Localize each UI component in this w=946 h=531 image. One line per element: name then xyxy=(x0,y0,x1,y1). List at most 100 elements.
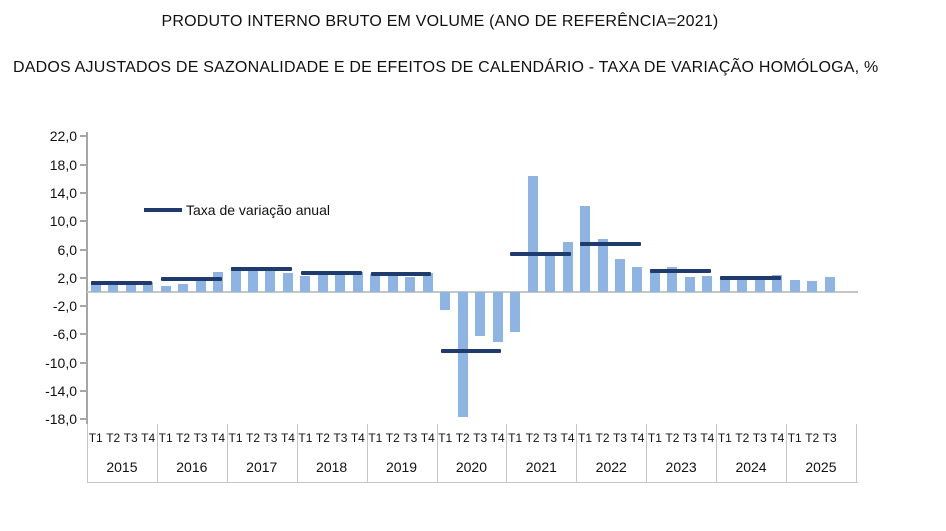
legend-label: Taxa de variação anual xyxy=(186,202,330,218)
year-divider xyxy=(716,424,718,482)
quarter-label-2020-T3: T3 xyxy=(473,431,488,445)
quarter-label-2018-T1: T1 xyxy=(298,431,313,445)
quarter-label-2022-T1: T1 xyxy=(578,431,593,445)
year-label-2022: 2022 xyxy=(595,459,627,475)
quarter-label-2017-T2: T2 xyxy=(245,431,260,445)
bar-2018-T1 xyxy=(300,275,311,292)
legend: Taxa de variação anual xyxy=(144,202,330,218)
quarter-label-2022-T4: T4 xyxy=(630,431,645,445)
chart-title: PRODUTO INTERNO BRUTO EM VOLUME (ANO DE … xyxy=(161,13,719,30)
year-divider xyxy=(786,424,787,482)
y-axis-tick xyxy=(80,248,87,251)
year-divider xyxy=(296,424,298,482)
y-axis-tick-label: -6,0 xyxy=(52,326,77,343)
quarter-label-2019-T3: T3 xyxy=(403,431,418,445)
year-divider xyxy=(506,424,508,482)
bar-2015-T4 xyxy=(143,282,154,292)
year-divider xyxy=(156,424,158,482)
bar-2022-T3 xyxy=(614,258,625,292)
quarter-label-2015-T3: T3 xyxy=(123,431,138,445)
chart-subtitle: DADOS AJUSTADOS DE SAZONALIDADE E DE EFE… xyxy=(13,59,879,76)
quarter-label-2021-T1: T1 xyxy=(508,431,523,445)
y-axis-tick-label: 22,0 xyxy=(49,128,77,145)
annual-line-2018 xyxy=(300,270,362,275)
y-axis-tick-label: 10,0 xyxy=(49,213,77,230)
x-label-bottom-line xyxy=(87,482,858,483)
quarter-label-2024-T3: T3 xyxy=(752,431,767,445)
bar-2024-T3 xyxy=(754,278,765,292)
bar-2017-T3 xyxy=(265,267,276,292)
y-axis-tick xyxy=(80,418,87,421)
quarter-label-2016-T4: T4 xyxy=(211,431,226,445)
quarter-label-2024-T2: T2 xyxy=(735,431,750,445)
bar-2025-T3 xyxy=(824,277,835,292)
bar-2024-T4 xyxy=(772,275,783,292)
year-label-2019: 2019 xyxy=(385,459,418,475)
y-axis-tick xyxy=(80,191,87,194)
legend-line-swatch xyxy=(144,208,182,212)
quarter-label-2025-T2: T2 xyxy=(805,431,820,445)
year-label-2017: 2017 xyxy=(246,459,278,475)
year-divider xyxy=(646,424,648,482)
annual-line-2021 xyxy=(510,251,572,256)
annual-line-2023 xyxy=(650,269,712,274)
y-axis-tick xyxy=(80,135,87,138)
bar-2024-T1 xyxy=(719,279,730,292)
y-axis-tick-label: 2,0 xyxy=(57,269,77,286)
quarter-label-2015-T1: T1 xyxy=(88,431,103,445)
bar-2022-T1 xyxy=(580,205,591,292)
bar-2015-T1 xyxy=(90,281,101,292)
bar-2018-T4 xyxy=(352,272,363,292)
y-axis-tick-label: -18,0 xyxy=(45,411,77,428)
year-label-2025: 2025 xyxy=(805,459,837,475)
year-divider xyxy=(366,424,368,482)
y-axis-tick xyxy=(80,390,87,393)
quarter-label-2021-T4: T4 xyxy=(560,431,575,445)
bar-2025-T2 xyxy=(807,280,818,292)
quarter-label-2017-T3: T3 xyxy=(263,431,278,445)
y-axis-tick-label: -2,0 xyxy=(52,298,77,315)
quarter-label-2022-T3: T3 xyxy=(612,431,627,445)
annual-line-2022 xyxy=(580,241,642,246)
year-label-2024: 2024 xyxy=(735,459,767,475)
year-label-2018: 2018 xyxy=(316,459,348,475)
bar-2017-T4 xyxy=(282,272,293,292)
year-divider xyxy=(576,424,578,482)
bar-2017-T1 xyxy=(230,267,241,292)
bar-2021-T3 xyxy=(545,253,556,292)
quarter-label-2020-T2: T2 xyxy=(455,431,470,445)
year-divider xyxy=(87,424,88,482)
bar-2019-T2 xyxy=(387,272,398,292)
quarter-label-2019-T4: T4 xyxy=(420,431,435,445)
y-axis-tick xyxy=(80,333,87,336)
annual-line-2019 xyxy=(370,271,432,276)
y-axis-tick xyxy=(80,361,87,364)
quarter-label-2023-T2: T2 xyxy=(665,431,680,445)
zero-line xyxy=(87,291,858,293)
quarter-label-2020-T1: T1 xyxy=(438,431,453,445)
year-label-2023: 2023 xyxy=(665,459,697,475)
bar-2025-T1 xyxy=(789,279,800,292)
quarter-label-2016-T1: T1 xyxy=(158,431,173,445)
y-axis-tick-label: -10,0 xyxy=(45,354,77,371)
bar-2021-T2 xyxy=(527,175,538,292)
y-axis-tick xyxy=(80,276,87,279)
quarter-label-2023-T4: T4 xyxy=(700,431,715,445)
quarter-label-2019-T2: T2 xyxy=(385,431,400,445)
annual-line-2024 xyxy=(720,275,781,280)
y-axis-line xyxy=(86,132,88,424)
bar-2023-T3 xyxy=(684,277,695,292)
bar-2022-T2 xyxy=(597,238,608,292)
year-label-2015: 2015 xyxy=(106,459,138,475)
bar-2019-T1 xyxy=(370,273,381,292)
bar-2019-T3 xyxy=(405,277,416,292)
annual-line-2017 xyxy=(230,266,292,271)
bar-2020-T2 xyxy=(457,292,468,418)
annual-line-2020 xyxy=(440,348,502,353)
quarter-label-2022-T2: T2 xyxy=(595,431,610,445)
quarter-label-2018-T2: T2 xyxy=(315,431,330,445)
year-divider xyxy=(226,424,228,482)
y-axis-tick-label: -14,0 xyxy=(45,383,77,400)
